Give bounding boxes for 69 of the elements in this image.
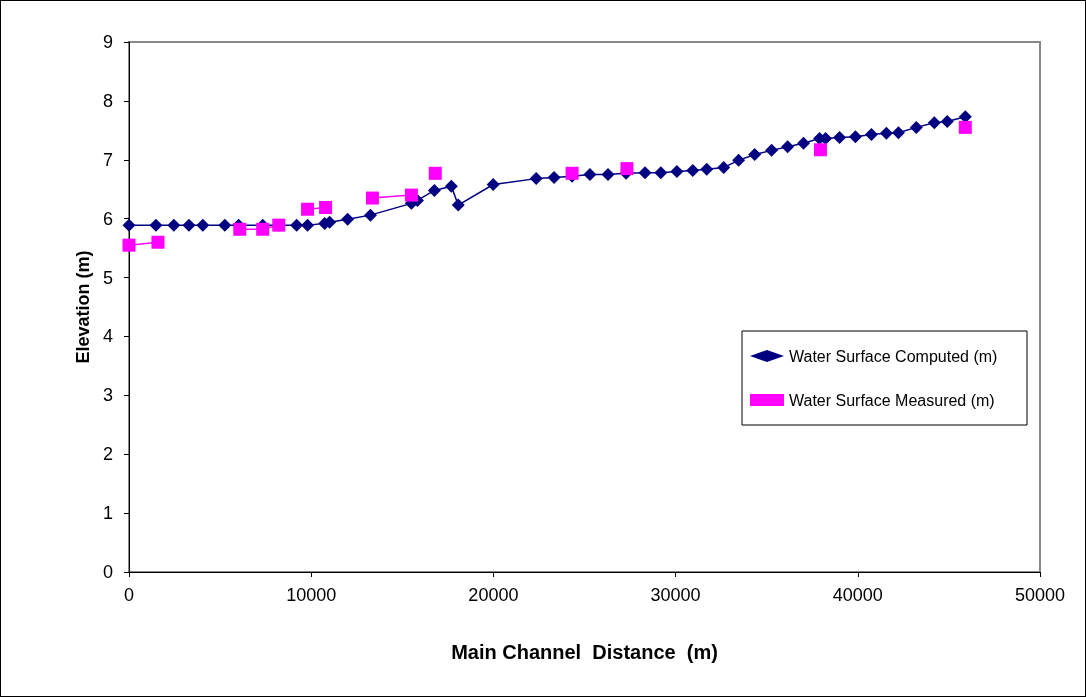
- point: [864, 127, 878, 141]
- point: [891, 126, 905, 140]
- point: [428, 166, 442, 180]
- point: [196, 218, 210, 232]
- point: [781, 140, 795, 154]
- x-tick-label: 20000: [468, 585, 519, 605]
- point: [654, 166, 668, 180]
- legend-label: Water Surface Computed (m): [789, 347, 998, 365]
- point: [404, 188, 418, 202]
- point: [529, 172, 543, 186]
- point: [958, 120, 972, 134]
- point: [879, 126, 893, 140]
- point: [940, 115, 954, 128]
- point: [122, 218, 136, 232]
- point: [670, 165, 684, 179]
- point: [686, 163, 700, 177]
- point: [717, 160, 731, 174]
- x-tick-label: 0: [123, 585, 135, 605]
- point: [833, 130, 847, 144]
- point: [748, 147, 762, 161]
- y-tick-label: 4: [102, 326, 113, 347]
- point: [797, 136, 810, 150]
- y-tick-label: 2: [102, 444, 113, 465]
- point: [122, 238, 136, 252]
- point: [301, 218, 315, 232]
- point: [363, 208, 377, 222]
- point: [732, 153, 746, 167]
- point: [909, 120, 923, 134]
- legend-label: Water Surface Measured (m): [789, 391, 995, 409]
- point: [848, 130, 862, 144]
- point: [256, 222, 270, 236]
- y-tick-label: 9: [102, 32, 113, 52]
- x-tick-label: 30000: [650, 585, 701, 605]
- point: [486, 178, 500, 192]
- y-tick-label: 0: [102, 562, 113, 582]
- point: [301, 202, 315, 216]
- point: [547, 170, 561, 184]
- point: [218, 218, 232, 232]
- point: [290, 218, 304, 232]
- point: [365, 191, 379, 205]
- point: [700, 162, 714, 176]
- point: [583, 168, 597, 181]
- x-axis-title: Main Channel Distance (m): [451, 641, 718, 663]
- y-tick-label: 7: [102, 149, 113, 170]
- point: [444, 179, 458, 193]
- point: [319, 200, 333, 214]
- y-axis-title: Elevation (m): [73, 250, 94, 364]
- x-tick-label: 10000: [286, 585, 337, 605]
- y-tick-label: 1: [102, 503, 113, 524]
- point: [341, 212, 355, 226]
- point: [427, 183, 441, 197]
- y-tick-label: 3: [102, 385, 113, 406]
- x-tick-label: 40000: [832, 585, 883, 605]
- point: [451, 198, 465, 212]
- point: [149, 218, 163, 232]
- point: [813, 143, 827, 157]
- point: [638, 166, 652, 180]
- point: [765, 143, 779, 157]
- y-tick-label: 5: [102, 267, 113, 288]
- point: [601, 168, 615, 181]
- point: [233, 222, 247, 236]
- x-tick-label: 50000: [1014, 585, 1066, 605]
- y-tick-label: 8: [102, 90, 113, 111]
- point: [167, 218, 181, 232]
- y-tick-label: 6: [102, 208, 113, 229]
- point: [182, 218, 196, 232]
- point: [620, 162, 634, 176]
- point: [927, 116, 941, 130]
- point: [151, 235, 165, 249]
